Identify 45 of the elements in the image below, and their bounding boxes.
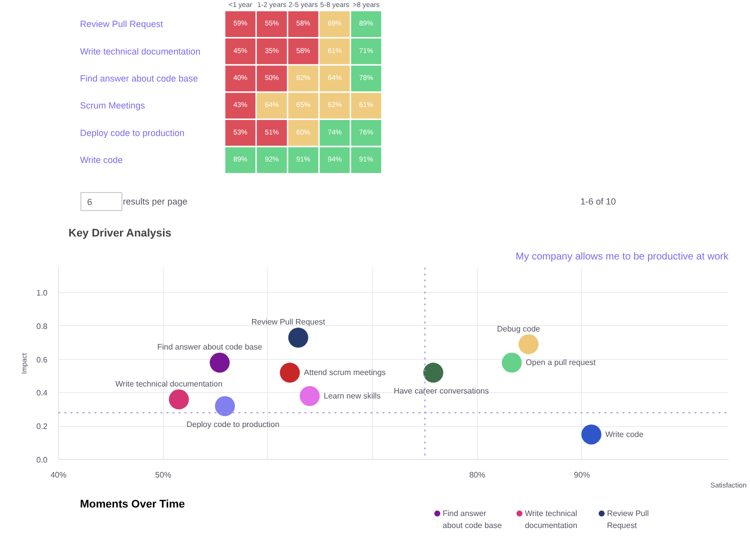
point	[581, 424, 602, 444]
point	[518, 334, 539, 354]
y-tick-label: 1.0	[36, 288, 48, 298]
text: 6	[87, 197, 92, 207]
series-label: Write code	[605, 430, 644, 439]
x-tick-label: 90%	[574, 470, 590, 480]
chart-subtitle: My company allows me to be productive at work	[516, 252, 730, 262]
y-tick-label: Scrum Meetings	[80, 100, 146, 111]
text: results per page	[122, 196, 188, 206]
x-tick-label: 50%	[155, 470, 172, 480]
text: Moments Over Time	[80, 498, 185, 510]
y-tick-label: Deploy code to production	[80, 128, 185, 138]
point	[280, 362, 300, 383]
y-tick-label: 0.0	[36, 456, 48, 464]
series-label: Find answer about code base	[157, 342, 263, 352]
chart-title: Key Driver Analysis	[68, 228, 172, 240]
y-tick-label: 0.8	[36, 322, 48, 331]
y-tick-label: Review Pull Request	[80, 19, 164, 30]
legend-label: Find answer about code base	[442, 509, 502, 530]
text: 1-6 of 10	[580, 196, 616, 206]
x-tick-label: 40%	[50, 470, 67, 480]
y-tick-label: Find answer about code base	[80, 74, 198, 84]
series-label: Have career conversations	[394, 386, 489, 396]
point	[210, 352, 230, 373]
legend-label: Write technical documentation	[524, 509, 578, 530]
y-tick-label: 0.2	[36, 422, 48, 432]
y-tick-label: Write technical documentation	[80, 46, 200, 56]
legend-label: Review Pull Request	[607, 509, 650, 530]
point	[502, 352, 522, 373]
series-label: Learn new skills	[324, 392, 381, 401]
x-tick-label: 80%	[469, 470, 486, 480]
series-label: Write technical documentation	[115, 379, 222, 388]
point	[423, 362, 444, 383]
series-label: Deploy code to production	[186, 420, 280, 430]
series-label: Debug code	[496, 324, 541, 334]
point	[214, 396, 235, 416]
point	[288, 328, 308, 348]
y-tick-label: Write code	[80, 155, 123, 166]
point	[168, 389, 189, 410]
series-label: Attend scrum meetings	[304, 368, 386, 378]
series-label: Review Pull Request	[251, 318, 326, 327]
y-tick-label: 0.6	[36, 355, 48, 364]
series-label: Open a pull request	[526, 358, 596, 368]
point	[300, 386, 320, 406]
y-tick-label: 0.4	[36, 388, 48, 398]
